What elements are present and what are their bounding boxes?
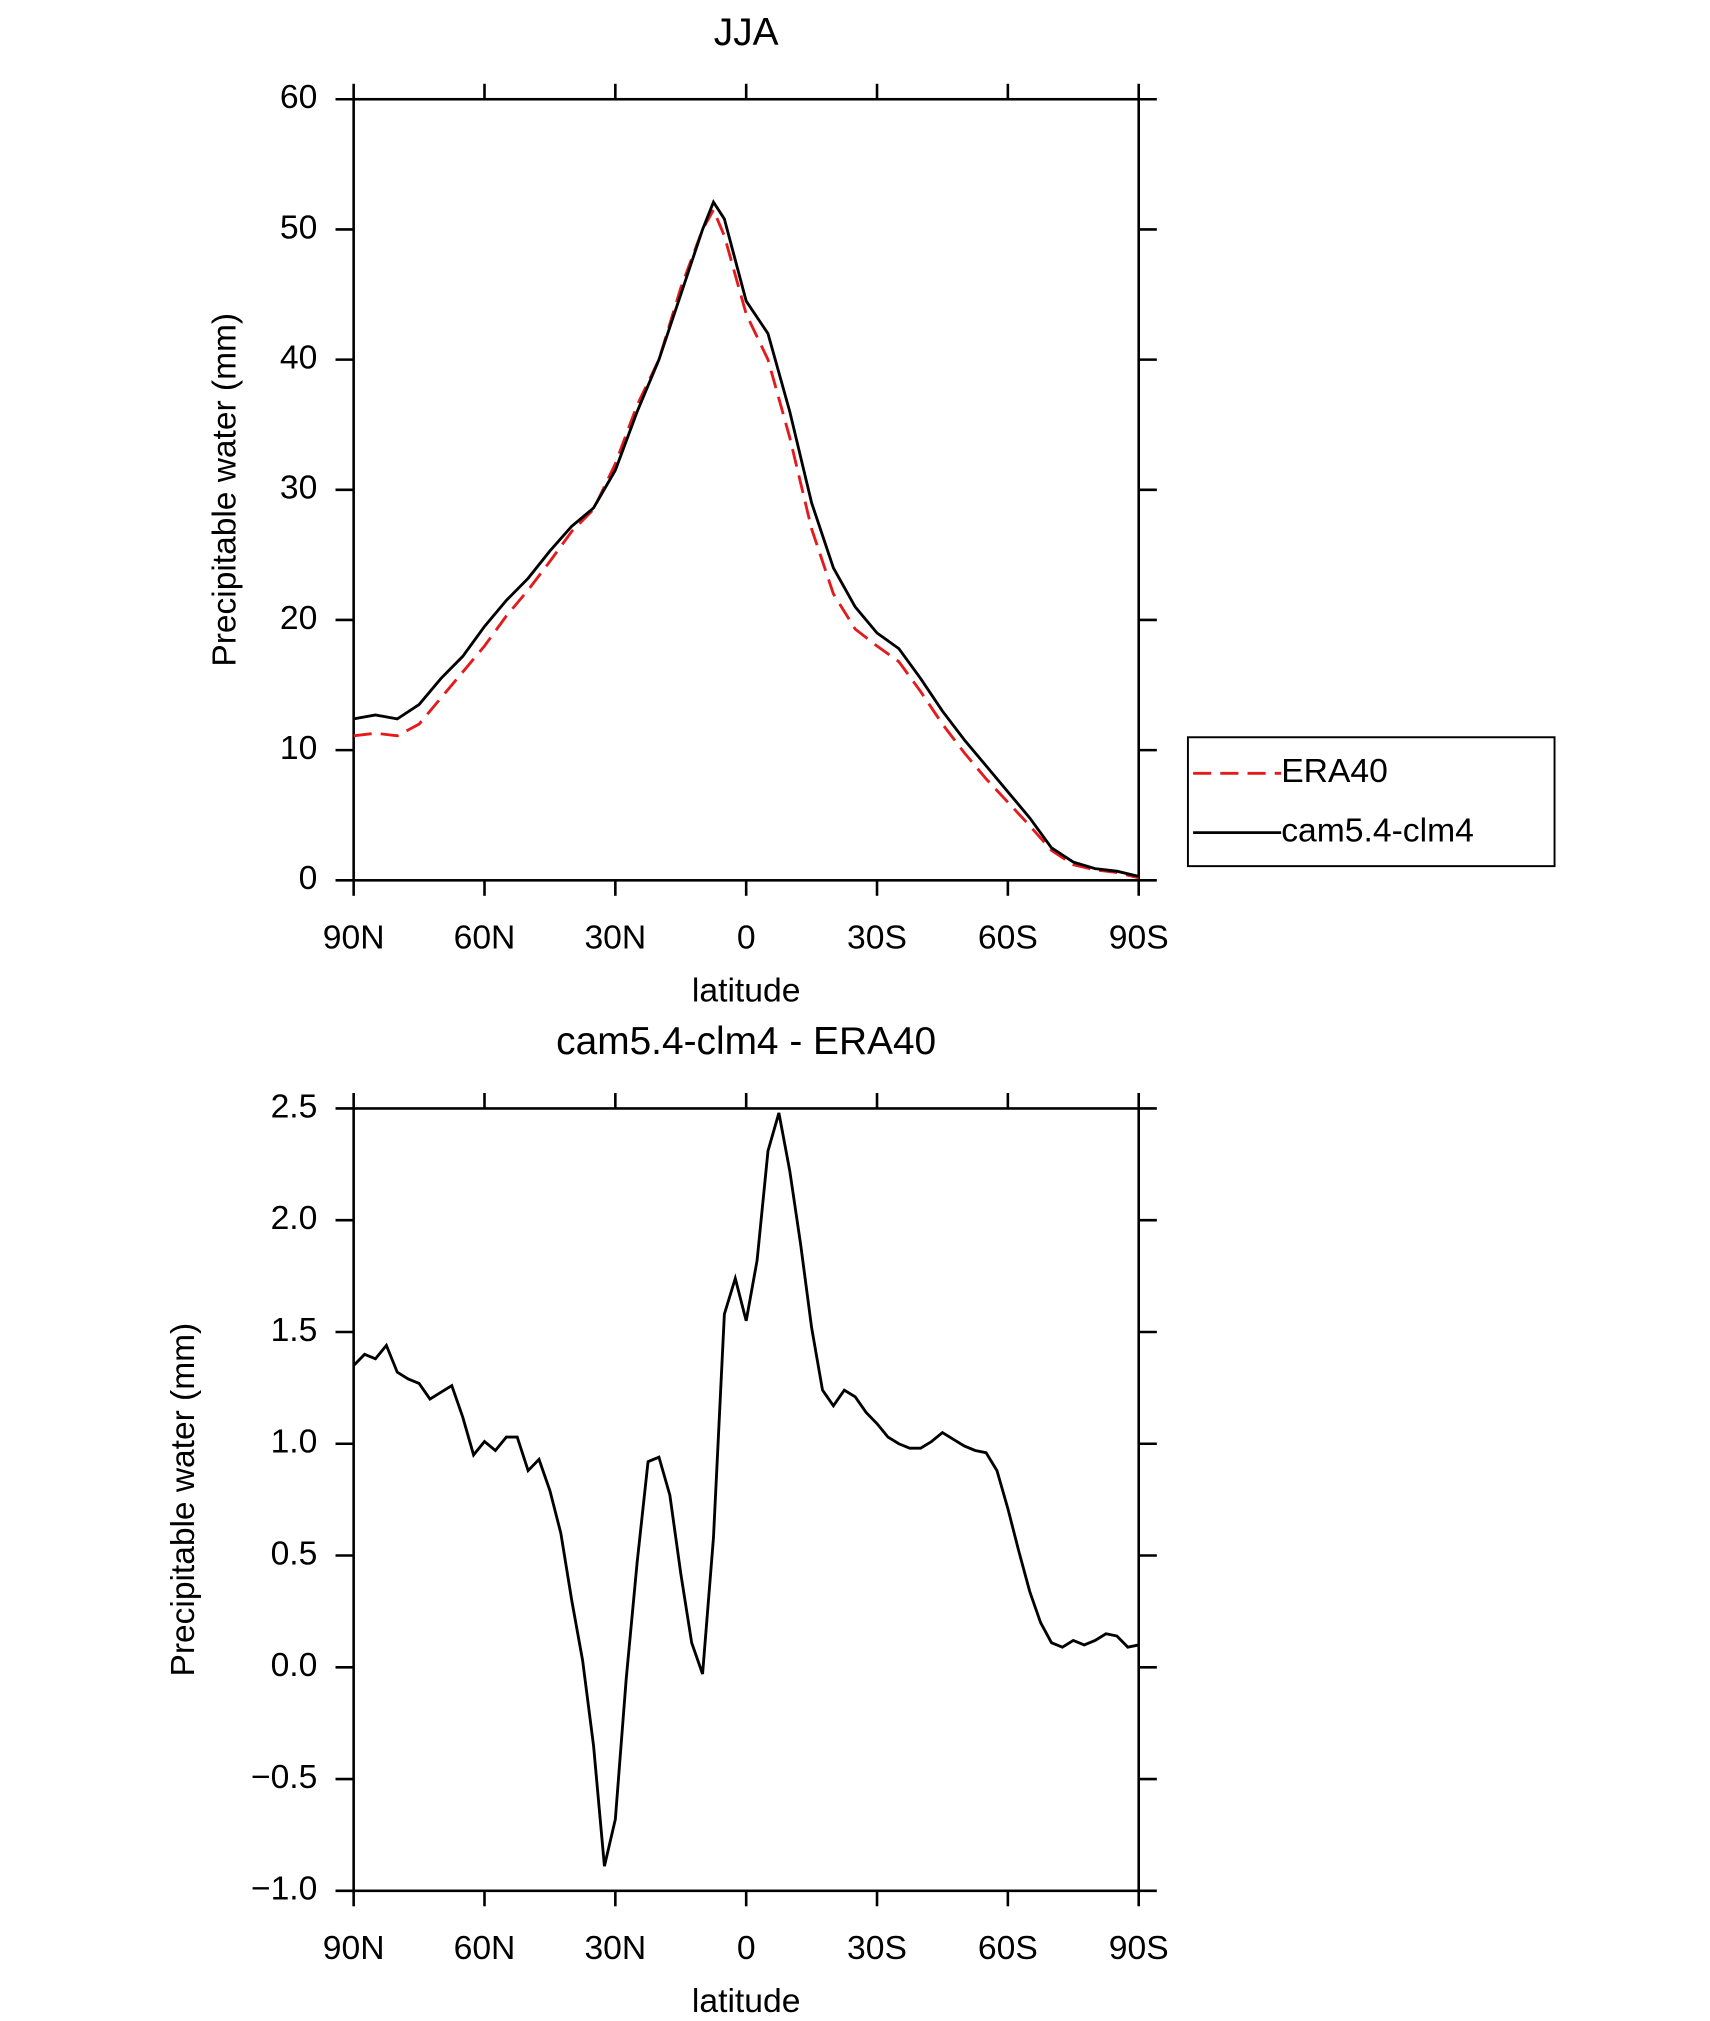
x-tick-label: 60S — [978, 920, 1038, 957]
y-tick-label: 10 — [280, 730, 317, 767]
data-line — [353, 198, 1140, 878]
x-tick-label: 60N — [454, 920, 516, 957]
x-tick-label: 30N — [584, 920, 646, 957]
y-tick-label: 1.0 — [271, 1424, 318, 1461]
y-tick-label: 60 — [280, 79, 317, 116]
y-tick-label: 0 — [299, 860, 318, 897]
y-tick-label: −0.5 — [251, 1759, 317, 1796]
x-tick-label: 90S — [1109, 920, 1169, 957]
y-tick-label: 0.0 — [271, 1647, 318, 1684]
chart-title: cam5.4-clm4 - ERA40 — [556, 1020, 936, 1063]
y-tick-label: 2.0 — [271, 1200, 318, 1237]
x-tick-label: 60N — [454, 1930, 516, 1967]
y-axis-label: Precipitable water (mm) — [165, 1323, 202, 1677]
x-tick-label: 30S — [847, 1930, 907, 1967]
x-axis-label: latitude — [692, 1983, 801, 2020]
y-tick-label: 50 — [280, 209, 317, 246]
x-tick-label: 90N — [323, 920, 385, 957]
y-tick-label: −1.0 — [251, 1871, 317, 1908]
plot-frame — [352, 97, 1140, 882]
y-tick-label: 40 — [280, 340, 317, 377]
x-tick-label: 0 — [737, 920, 756, 957]
y-tick-label: 0.5 — [271, 1535, 318, 1572]
plot-frame — [352, 1107, 1140, 1893]
data-line — [353, 206, 1140, 880]
y-tick-label: 30 — [280, 470, 317, 507]
y-tick-label: 2.5 — [271, 1088, 318, 1125]
y-tick-label: 1.5 — [271, 1312, 318, 1349]
chart-title: JJA — [714, 11, 779, 54]
legend-label: cam5.4-clm4 — [1281, 813, 1474, 850]
x-tick-label: 30N — [584, 1930, 646, 1967]
x-tick-label: 30S — [847, 920, 907, 957]
x-tick-label: 90N — [323, 1930, 385, 1967]
legend-label: ERA40 — [1281, 753, 1388, 790]
x-axis-label: latitude — [692, 972, 801, 1009]
data-line — [352, 1112, 1139, 1867]
x-tick-label: 60S — [978, 1930, 1038, 1967]
x-tick-label: 90S — [1109, 1930, 1169, 1967]
y-axis-label: Precipitable water (mm) — [207, 313, 244, 667]
legend-box — [1186, 736, 1556, 868]
y-tick-label: 20 — [280, 600, 317, 637]
x-tick-label: 0 — [737, 1930, 756, 1967]
